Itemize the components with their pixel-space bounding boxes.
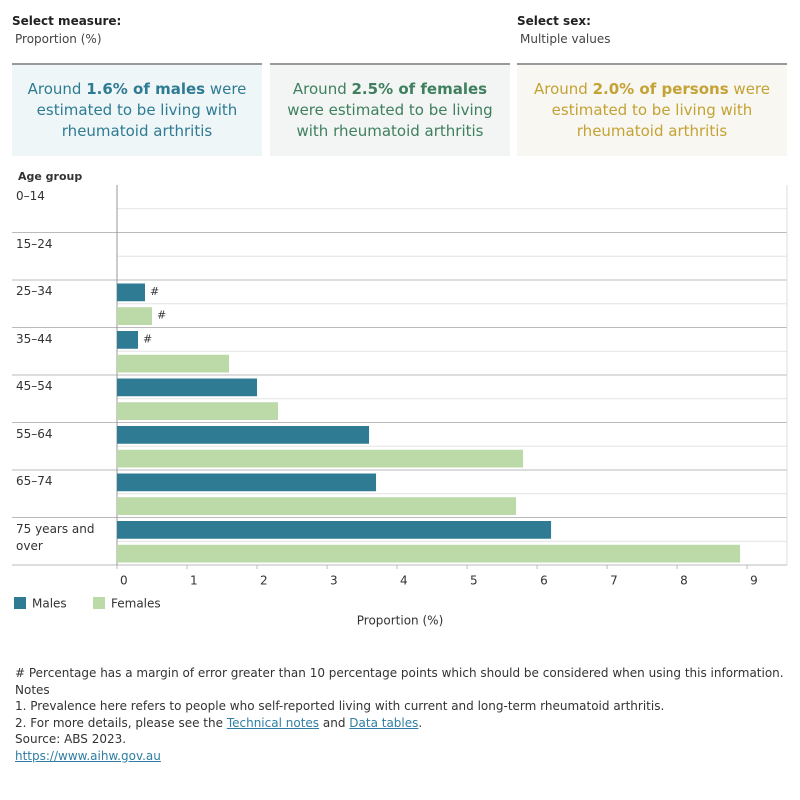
category-label: 55–64 <box>16 426 53 441</box>
filter-value[interactable]: Proportion (%) <box>15 32 102 46</box>
notes: # Percentage has a margin of error great… <box>15 665 795 764</box>
bar <box>117 378 258 397</box>
x-axis-title: Proportion (%) <box>357 614 444 628</box>
filter-label: Select sex: <box>517 14 591 28</box>
chart: Age group Proportion (%) 0–14 15–24 25–34 3… <box>12 170 788 628</box>
bar <box>117 354 230 373</box>
hash-note: # Percentage has a margin of error great… <box>15 666 784 680</box>
link[interactable]: Technical notes <box>226 715 320 730</box>
x-tick-label: 4 <box>400 574 408 588</box>
bar <box>117 283 146 302</box>
bar <box>117 331 139 349</box>
category-label: 65–74 <box>16 474 53 488</box>
summary-card: Around 2.5% of females were estimated to… <box>270 63 510 156</box>
bar <box>117 449 524 468</box>
x-tick-label: 9 <box>750 574 758 588</box>
legend-swatch <box>14 597 26 609</box>
source: Source: ABS 2023. <box>15 732 127 746</box>
summary-card: Around 2.0% of persons were estimated to… <box>517 63 787 156</box>
filter-label: Select measure: <box>12 14 122 28</box>
notes-heading: Notes <box>15 682 50 697</box>
summary-card: Around 1.6% of males were estimated to b… <box>12 63 262 156</box>
category-label-box: 0–14 <box>16 189 45 203</box>
card-text: Around <box>534 80 588 98</box>
category-label: 75 years and over <box>16 521 95 553</box>
filter-value[interactable]: Multiple values <box>520 32 611 46</box>
bar <box>117 307 153 325</box>
note-text: 2. For more details, please see the <box>15 715 223 730</box>
category-label: 25–34 <box>16 284 53 298</box>
x-tick-label: 6 <box>540 574 548 588</box>
legend-label: Females <box>111 597 161 611</box>
bar <box>117 402 279 420</box>
x-tick-label: 8 <box>680 574 688 588</box>
legend-swatch <box>93 597 105 609</box>
category-label-box: 35–44 <box>16 331 53 346</box>
legend-label: Males <box>32 597 67 611</box>
x-tick-label: 2 <box>260 574 268 588</box>
category-label: 15–24 <box>16 236 53 251</box>
bar <box>117 426 370 444</box>
bar <box>117 544 741 563</box>
x-tick-label: 7 <box>610 574 618 588</box>
category-label: 35–44 <box>16 331 53 346</box>
category-label-box: 65–74 <box>16 474 53 488</box>
value-label: # <box>143 332 152 345</box>
note-text: . <box>418 715 423 730</box>
card-text: were estimated to be living with rheumat… <box>287 101 493 140</box>
x-tick-label: 3 <box>330 574 338 588</box>
x-tick-label: 5 <box>470 574 478 588</box>
y-axis-title: Age group <box>18 170 82 183</box>
category-label-box: 15–24 <box>16 236 53 251</box>
note-item: 1. Prevalence here refers to people who … <box>15 699 665 713</box>
note-item: 2. For more details, please see the Tech… <box>15 715 795 732</box>
card-highlight: 1.6% of males <box>86 80 206 98</box>
card-text: were estimated to be living with rheumat… <box>551 80 770 140</box>
x-tick-label: 0 <box>120 574 128 588</box>
category-label-box: 25–34 <box>16 284 53 298</box>
card-text: Around <box>292 80 347 98</box>
category-label-box: 45–54 <box>16 379 53 393</box>
bar <box>117 521 552 539</box>
card-highlight: 2.5% of females <box>351 80 488 98</box>
category-label-box: 55–64 <box>16 426 53 441</box>
link[interactable]: https://www.aihw.gov.au <box>15 748 161 763</box>
category-label-box: 75 years and over <box>16 521 95 553</box>
x-tick-label: 1 <box>190 574 198 588</box>
card-highlight: 2.0% of persons <box>592 80 729 98</box>
card-text: were estimated to be living with rheumat… <box>36 80 247 140</box>
link[interactable]: Data tables <box>349 715 419 730</box>
bar <box>117 473 377 492</box>
category-label: 0–14 <box>16 189 45 203</box>
note-text: and <box>322 715 346 730</box>
card-text: Around <box>27 80 82 98</box>
category-label: 45–54 <box>16 379 53 393</box>
value-label: # <box>157 309 166 322</box>
value-label: # <box>150 285 159 298</box>
bar <box>117 497 517 515</box>
